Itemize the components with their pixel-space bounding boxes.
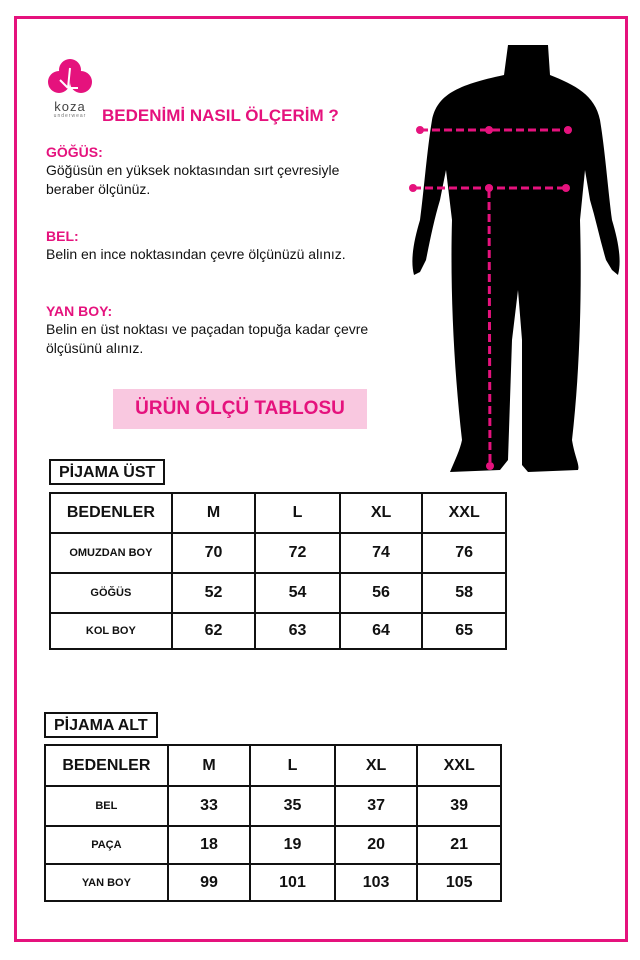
row-label: OMUZDAN BOY [49, 532, 173, 574]
size-table-pijama-ust: BEDENLER M L XL XXL OMUZDAN BOY 70 72 74… [49, 492, 507, 650]
table-cell: 103 [333, 863, 419, 902]
table-row: PAÇA 18 19 20 21 [44, 825, 502, 865]
header-cell: BEDENLER [49, 492, 173, 534]
row-label: PAÇA [44, 825, 169, 865]
table-label-pijama-alt: PİJAMA ALT [44, 712, 158, 738]
row-label: YAN BOY [44, 863, 169, 902]
table-cell: 18 [166, 825, 252, 865]
table-cell: 65 [421, 612, 507, 650]
row-label: KOL BOY [49, 612, 173, 650]
section-heading-bel: BEL: [46, 228, 79, 244]
size-table-pijama-alt: BEDENLER M L XL XXL BEL 33 35 37 39 PAÇA… [44, 744, 502, 902]
table-cell: 72 [254, 532, 341, 574]
table-cell: 105 [416, 863, 502, 902]
table-cell: 37 [333, 785, 419, 827]
header-cell: L [254, 492, 341, 534]
table-cell: 76 [421, 532, 507, 574]
table-label-pijama-ust: PİJAMA ÜST [49, 459, 166, 485]
cotton-flower-icon [48, 59, 92, 93]
page-title: BEDENİMİ NASIL ÖLÇERİM ? [102, 106, 339, 125]
body-silhouette [412, 45, 620, 472]
header-cell: XXL [416, 744, 502, 787]
table-cell: 52 [170, 572, 257, 614]
table-cell: 33 [166, 785, 252, 827]
row-label: GÖĞÜS [49, 572, 173, 614]
section-heading-yan-boy: YAN BOY: [46, 303, 113, 319]
section-text-gogus: Göğüsün en yüksek noktasından sırt çevre… [46, 162, 340, 197]
table-cell: 64 [338, 612, 424, 650]
table-cell: 20 [333, 825, 419, 865]
header-cell: XL [333, 744, 419, 787]
table-cell: 62 [170, 612, 257, 650]
brand-name: koza [54, 99, 86, 114]
table-cell: 56 [338, 572, 424, 614]
table-row: GÖĞÜS 52 54 56 58 [49, 572, 507, 614]
table-cell: 70 [170, 532, 257, 574]
row-label: BEL [44, 785, 169, 827]
table-cell: 99 [166, 863, 252, 902]
table-cell: 58 [421, 572, 507, 614]
header-cell: M [170, 492, 257, 534]
table-row: YAN BOY 99 101 103 105 [44, 863, 502, 902]
table-cell: 63 [254, 612, 341, 650]
page-border [14, 16, 628, 942]
header-cell: M [166, 744, 252, 787]
table-cell: 21 [416, 825, 502, 865]
table-cell: 39 [416, 785, 502, 827]
section-text-bel: Belin en ince noktasından çevre ölçünüzü… [46, 246, 346, 262]
table-cell: 101 [249, 863, 336, 902]
table-cell: 35 [249, 785, 336, 827]
header-cell: XL [338, 492, 424, 534]
logo: koza underwear [40, 58, 100, 119]
table-cell: 19 [249, 825, 336, 865]
table-row: BEL 33 35 37 39 [44, 785, 502, 827]
table-row: KOL BOY 62 63 64 65 [49, 612, 507, 650]
table-row: OMUZDAN BOY 70 72 74 76 [49, 532, 507, 574]
section-heading-gogus: GÖĞÜS: [46, 144, 103, 160]
table-header-row: BEDENLER M L XL XXL [44, 744, 502, 787]
body-measurement-illustration [409, 45, 620, 472]
table-cell: 74 [338, 532, 424, 574]
section-text-yan-boy: Belin en üst noktası ve paçadan topuğa k… [46, 321, 369, 356]
table-cell: 54 [254, 572, 341, 614]
brand-tagline: underwear [53, 113, 87, 119]
header-cell: XXL [421, 492, 507, 534]
header-cell: L [249, 744, 336, 787]
size-table-banner: ÜRÜN ÖLÇÜ TABLOSU [113, 389, 367, 429]
header-cell: BEDENLER [44, 744, 169, 787]
table-header-row: BEDENLER M L XL XXL [49, 492, 507, 534]
